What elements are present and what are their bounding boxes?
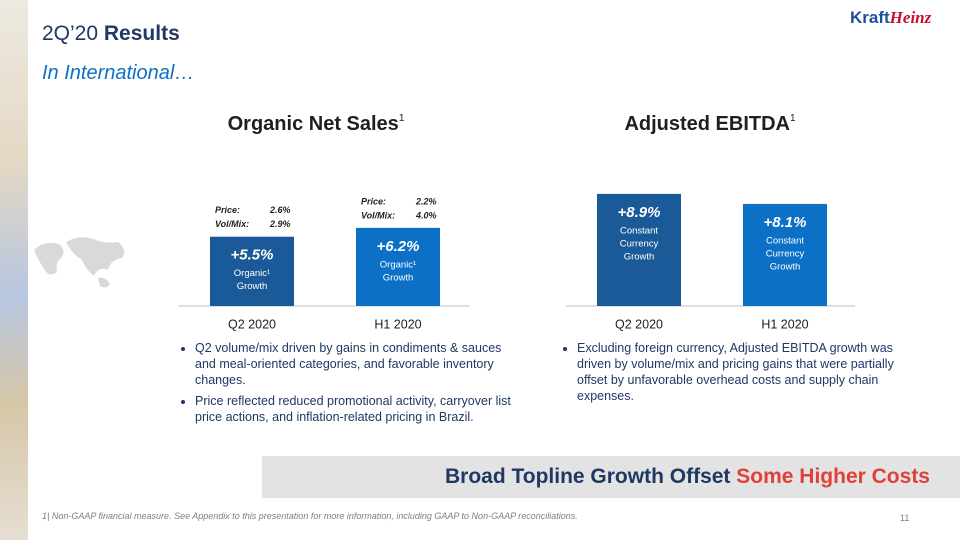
x-tick-label: Q2 2020 xyxy=(228,317,276,331)
value-label: +8.9% xyxy=(618,204,661,221)
bullet: Excluding foreign currency, Adjusted EBI… xyxy=(577,340,908,404)
bar-note: Currency xyxy=(620,238,659,249)
x-tick-label: Q2 2020 xyxy=(615,317,663,331)
bar-note: Growth xyxy=(770,261,801,272)
bar-note: Growth xyxy=(237,281,268,292)
x-tick-label: H1 2020 xyxy=(761,317,808,331)
bar-note: Organic¹ xyxy=(380,259,416,270)
detail-label: Price: xyxy=(215,205,240,215)
bar-note: Constant xyxy=(766,235,804,246)
side-image xyxy=(0,0,28,540)
logo: KraftHeinz xyxy=(850,8,931,28)
bar xyxy=(597,193,681,306)
logo-heinz: Heinz xyxy=(889,8,932,27)
detail-value: 4.0% xyxy=(415,210,437,220)
banner-highlight: Some Higher Costs xyxy=(736,465,930,488)
subtitle: In International… xyxy=(42,62,195,84)
detail-value: 2.2% xyxy=(415,196,437,206)
logo-kraft: Kraft xyxy=(850,8,890,27)
title-prefix: 2Q’20 xyxy=(42,22,99,45)
bullet-list: Q2 volume/mix driven by gains in condime… xyxy=(176,340,516,425)
bar xyxy=(210,236,294,306)
map-shape xyxy=(98,277,110,288)
bar xyxy=(356,227,440,306)
chart-title-text: Organic Net Sales xyxy=(228,113,399,135)
banner-text: Broad Topline Growth Offset Some Higher … xyxy=(445,465,930,489)
bullet: Q2 volume/mix driven by gains in condime… xyxy=(195,340,516,388)
banner xyxy=(262,456,960,498)
chart-title-sup: 1 xyxy=(399,113,405,124)
detail-value: 2.6% xyxy=(269,205,291,215)
page-number: 11 xyxy=(900,513,910,523)
detail-label: Vol/Mix: xyxy=(215,219,249,229)
bullet: Price reflected reduced promotional acti… xyxy=(195,393,516,425)
value-label: +5.5% xyxy=(231,247,274,264)
chart-title: Organic Net Sales1 xyxy=(228,113,405,136)
bar-note: Currency xyxy=(766,248,805,259)
chart-title: Adjusted EBITDA1 xyxy=(624,113,796,136)
x-tick-label: H1 2020 xyxy=(374,317,421,331)
bar-note: Growth xyxy=(383,272,414,283)
value-label: +8.1% xyxy=(764,214,807,231)
map-shape xyxy=(34,242,64,275)
footer-note: 1| Non-GAAP financial measure. See Appen… xyxy=(42,511,578,521)
bullets-left: Q2 volume/mix driven by gains in condime… xyxy=(176,340,516,430)
detail-value: 2.9% xyxy=(269,219,291,229)
bar-note: Growth xyxy=(624,251,655,262)
bar-note: Organic¹ xyxy=(234,268,270,279)
map-shape xyxy=(66,237,125,276)
title-bold: Results xyxy=(103,22,180,45)
chart-title-sup: 1 xyxy=(790,113,796,124)
detail-label: Price: xyxy=(361,196,386,206)
banner-main: Broad Topline Growth Offset xyxy=(444,465,731,488)
title: 2Q’20 Results xyxy=(42,22,180,46)
bar xyxy=(743,203,827,306)
chart-title-text: Adjusted EBITDA xyxy=(624,113,790,135)
bar-note: Constant xyxy=(620,225,658,236)
bullet-list: Excluding foreign currency, Adjusted EBI… xyxy=(558,340,908,404)
value-label: +6.2% xyxy=(377,238,420,255)
world-map xyxy=(34,237,125,288)
bullets-right: Excluding foreign currency, Adjusted EBI… xyxy=(558,340,908,409)
detail-label: Vol/Mix: xyxy=(361,210,395,220)
